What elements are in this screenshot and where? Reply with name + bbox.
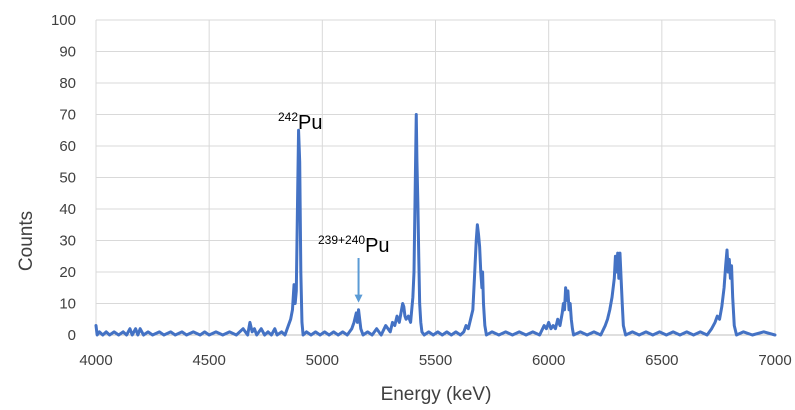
y-axis-title: Counts — [16, 211, 37, 271]
y-tick-label: 20 — [59, 264, 76, 281]
y-tick-label: 80 — [59, 75, 76, 92]
annotation-element: Pu — [365, 235, 389, 257]
x-tick-label: 7000 — [758, 352, 791, 369]
y-tick-label: 100 — [51, 12, 76, 29]
annotation-superscript: 239+240 — [318, 233, 365, 247]
series-group — [94, 113, 777, 337]
y-tick-label: 40 — [59, 201, 76, 218]
annotation-pu239-240: 239+240Pu — [318, 233, 390, 257]
x-tick-label: 4500 — [192, 352, 225, 369]
annotation-pu242: 242Pu — [278, 110, 323, 134]
annotation-element: Pu — [298, 112, 322, 134]
x-tick-label: 6000 — [532, 352, 565, 369]
y-tick-label: 90 — [59, 44, 76, 61]
series-line — [94, 113, 777, 337]
tick-labels: 0 10 20 30 40 50 60 70 80 90 100 4000 4500 5000 5500 60… — [51, 12, 792, 369]
y-tick-label: 50 — [59, 170, 76, 187]
y-tick-label: 0 — [68, 327, 76, 344]
x-tick-label: 5000 — [306, 352, 339, 369]
x-tick-label: 5500 — [419, 352, 452, 369]
y-tick-label: 30 — [59, 233, 76, 250]
x-tick-label: 6500 — [645, 352, 678, 369]
y-tick-label: 10 — [59, 296, 76, 313]
annotation-superscript: 242 — [278, 110, 298, 124]
x-axis-title: Energy (keV) — [381, 384, 492, 405]
y-tick-label: 60 — [59, 138, 76, 155]
gridlines — [95, 19, 776, 335]
y-tick-label: 70 — [59, 107, 76, 124]
x-tick-label: 4000 — [79, 352, 112, 369]
